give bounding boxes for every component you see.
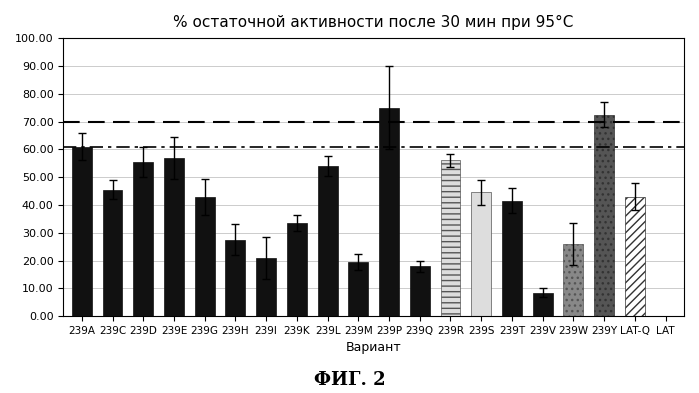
Bar xyxy=(256,258,276,316)
X-axis label: Вариант: Вариант xyxy=(346,342,401,354)
Bar xyxy=(72,147,92,316)
Bar xyxy=(379,108,399,316)
Bar xyxy=(533,292,553,316)
Bar xyxy=(594,115,614,316)
Bar xyxy=(195,196,215,316)
Bar xyxy=(103,190,122,316)
Bar xyxy=(348,262,368,316)
Title: % остаточной активности после 30 мин при 95°C: % остаточной активности после 30 мин при… xyxy=(173,15,574,30)
Bar xyxy=(440,160,461,316)
Bar xyxy=(410,266,430,316)
Text: ФИГ. 2: ФИГ. 2 xyxy=(314,371,385,389)
Bar xyxy=(225,240,245,316)
Bar xyxy=(471,193,491,316)
Bar xyxy=(134,162,153,316)
Bar xyxy=(625,196,644,316)
Bar xyxy=(563,244,584,316)
Bar xyxy=(317,166,338,316)
Bar xyxy=(287,223,307,316)
Bar xyxy=(164,158,184,316)
Bar xyxy=(502,201,522,316)
